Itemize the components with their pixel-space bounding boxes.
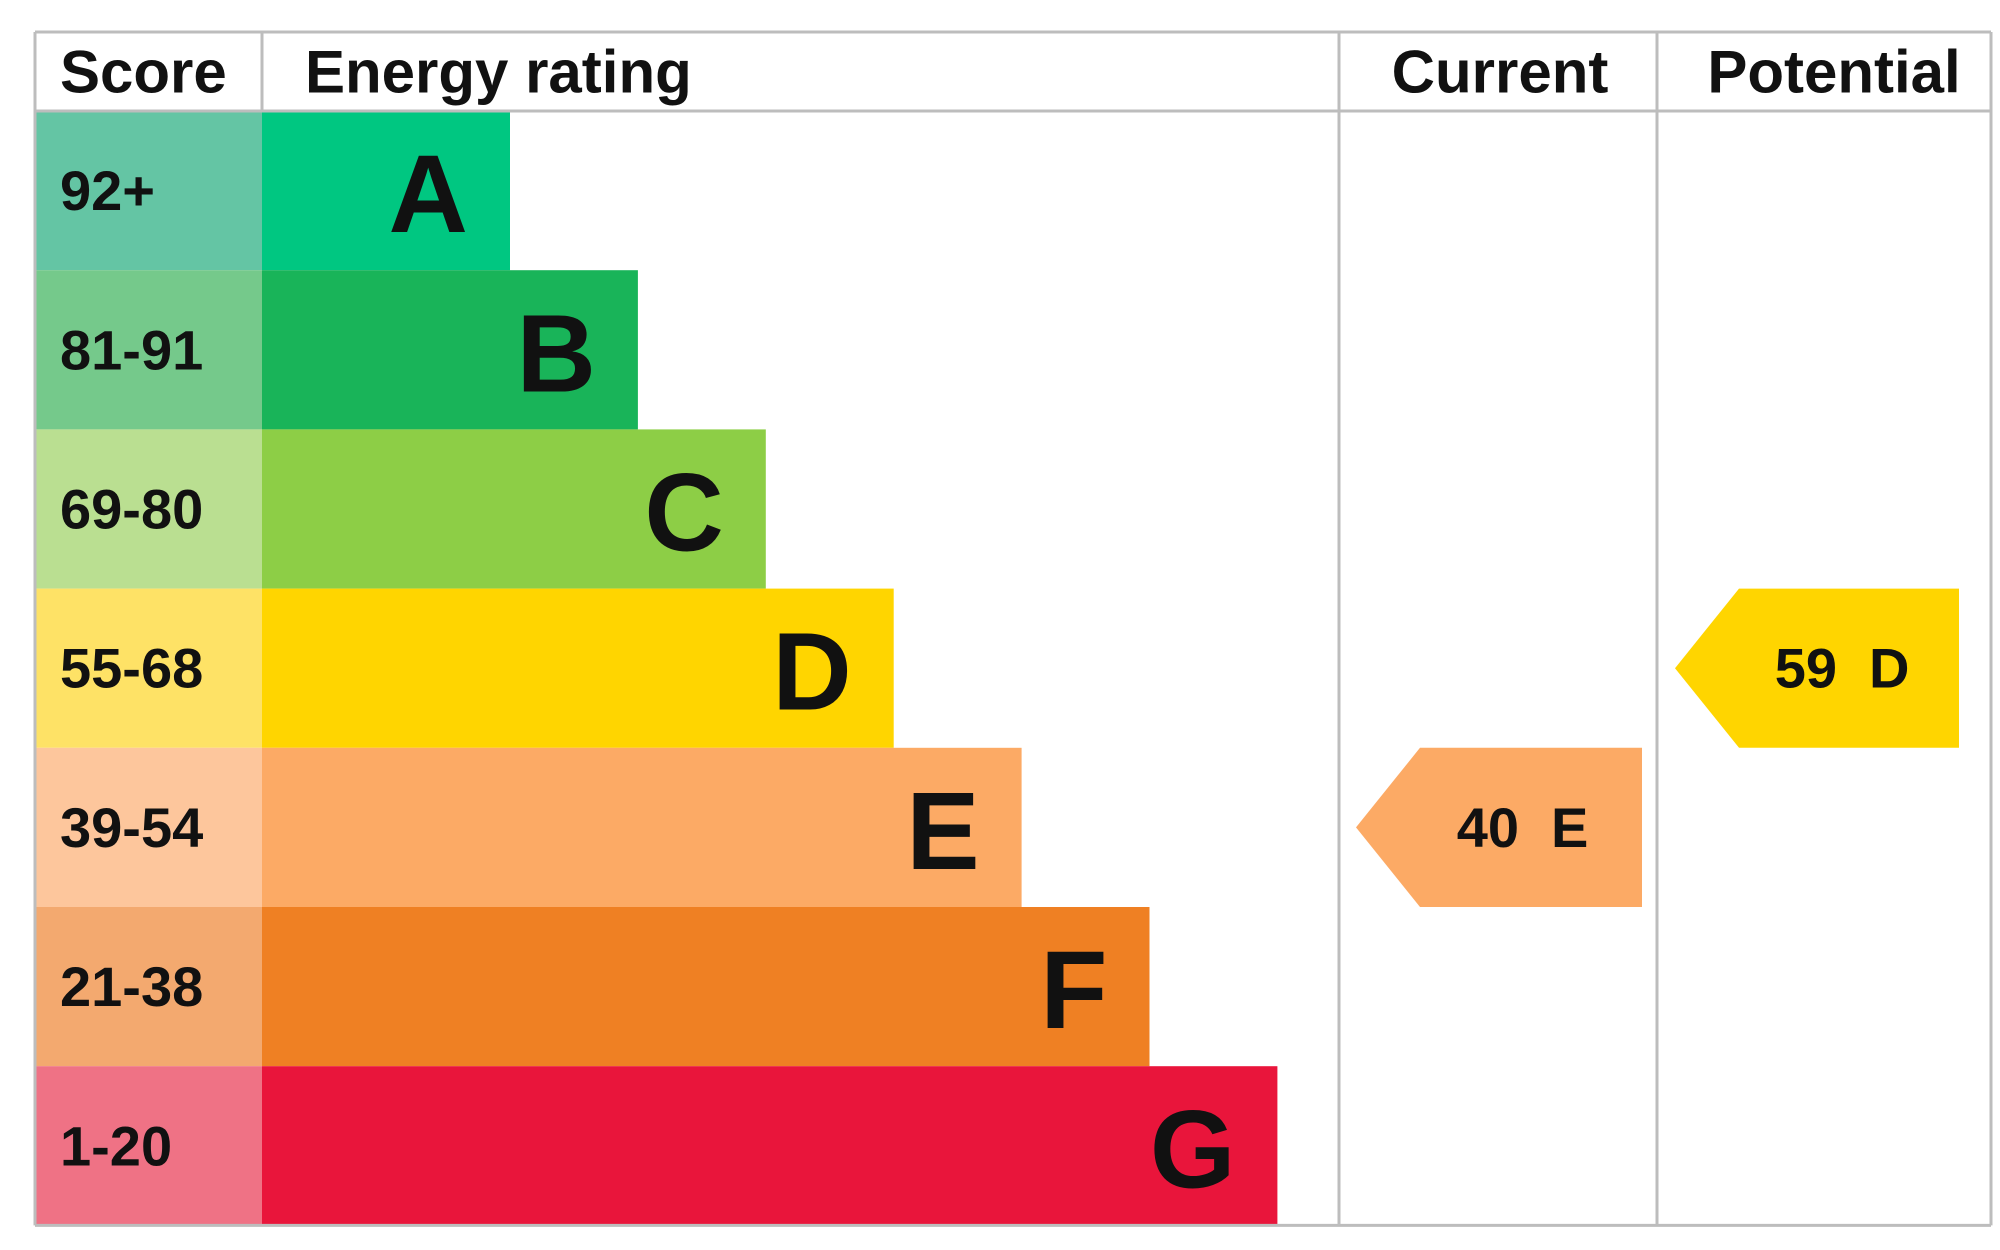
rating-letter: A xyxy=(389,133,468,256)
header-rating: Energy rating xyxy=(305,39,692,106)
rating-letter: B xyxy=(516,292,595,415)
score-cell xyxy=(35,1066,262,1226)
score-label: 92+ xyxy=(60,159,155,222)
score-label: 55-68 xyxy=(60,637,203,700)
current-letter: E xyxy=(1551,796,1588,859)
header-score: Score xyxy=(60,39,227,106)
current-value: 40 xyxy=(1457,796,1519,859)
rating-letter: D xyxy=(772,611,851,734)
rating-letter: G xyxy=(1150,1088,1236,1211)
header-current: Current xyxy=(1392,39,1609,106)
current-arrow xyxy=(1356,747,1642,907)
potential-letter: D xyxy=(1869,637,1909,700)
rating-bar xyxy=(262,111,510,271)
score-cell xyxy=(35,747,262,907)
rating-letter: E xyxy=(906,770,979,893)
rating-bar xyxy=(262,429,766,589)
score-cell xyxy=(35,111,262,271)
rating-bar xyxy=(262,588,894,748)
header-potential: Potential xyxy=(1707,39,1960,106)
score-label: 1-20 xyxy=(60,1114,172,1177)
rating-bar xyxy=(262,270,638,430)
rating-letter: F xyxy=(1040,929,1107,1052)
rating-bar xyxy=(262,907,1150,1067)
score-cell xyxy=(35,907,262,1067)
score-label: 81-91 xyxy=(60,318,203,381)
score-label: 69-80 xyxy=(60,478,203,541)
rating-bar xyxy=(262,747,1022,907)
score-label: 39-54 xyxy=(60,796,203,859)
score-cell xyxy=(35,270,262,430)
potential-value: 59 xyxy=(1775,637,1837,700)
score-cell xyxy=(35,588,262,748)
rating-bar xyxy=(262,1066,1278,1226)
potential-arrow xyxy=(1675,588,1959,748)
score-cell xyxy=(35,429,262,589)
score-label: 21-38 xyxy=(60,955,203,1018)
rating-letter: C xyxy=(644,452,723,575)
